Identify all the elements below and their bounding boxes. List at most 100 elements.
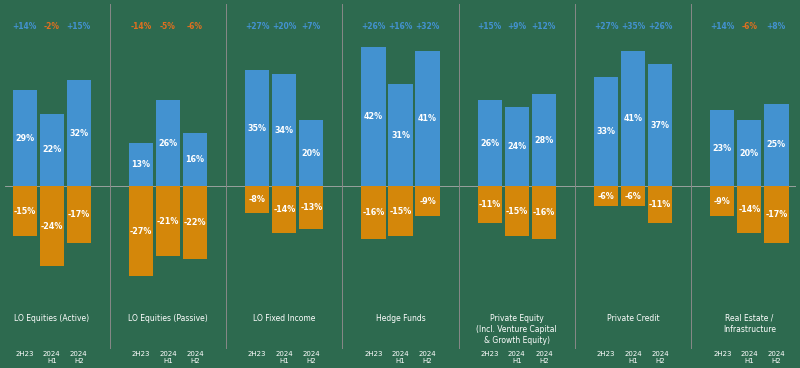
Text: 13%: 13% <box>131 160 150 169</box>
Text: 26%: 26% <box>480 139 499 148</box>
Text: -11%: -11% <box>478 200 501 209</box>
Bar <box>621 187 646 206</box>
Text: 34%: 34% <box>274 125 294 135</box>
Text: Private Equity
(Incl. Venture Capital
& Growth Equity): Private Equity (Incl. Venture Capital & … <box>477 314 557 345</box>
Text: -15%: -15% <box>390 207 412 216</box>
Text: -6%: -6% <box>187 22 203 31</box>
Bar <box>532 93 556 187</box>
Text: LO Fixed Income: LO Fixed Income <box>253 314 315 323</box>
Bar <box>737 120 762 187</box>
Text: Private Credit: Private Credit <box>606 314 659 323</box>
Bar <box>362 47 386 187</box>
Text: Real Estate /
Infrastructure: Real Estate / Infrastructure <box>723 314 776 334</box>
Text: +9%: +9% <box>507 22 526 31</box>
Text: +14%: +14% <box>710 22 734 31</box>
Bar <box>478 100 502 187</box>
Bar <box>156 187 180 256</box>
Text: +12%: +12% <box>532 22 556 31</box>
Bar <box>710 110 734 187</box>
Text: 22%: 22% <box>42 145 62 155</box>
Text: -14%: -14% <box>130 22 152 31</box>
Bar <box>66 187 91 243</box>
Bar <box>299 120 323 187</box>
Text: 31%: 31% <box>391 131 410 139</box>
Text: +15%: +15% <box>66 22 91 31</box>
Text: 16%: 16% <box>186 155 205 164</box>
Text: -16%: -16% <box>362 208 385 217</box>
Text: -15%: -15% <box>506 207 528 216</box>
Text: +27%: +27% <box>594 22 618 31</box>
Bar <box>505 107 529 187</box>
Bar <box>621 50 646 187</box>
Text: +26%: +26% <box>362 22 386 31</box>
Bar <box>13 187 37 236</box>
Text: -6%: -6% <box>625 192 642 201</box>
Text: +32%: +32% <box>415 22 440 31</box>
Text: +27%: +27% <box>245 22 270 31</box>
Bar <box>299 187 323 230</box>
Bar <box>505 187 529 236</box>
Text: 29%: 29% <box>15 134 34 143</box>
Text: -21%: -21% <box>157 217 179 226</box>
Text: +20%: +20% <box>272 22 297 31</box>
Bar <box>39 187 64 266</box>
Bar <box>183 187 207 259</box>
Text: 41%: 41% <box>623 114 642 123</box>
Text: -5%: -5% <box>160 22 176 31</box>
Text: Hedge Funds: Hedge Funds <box>376 314 426 323</box>
Text: 35%: 35% <box>248 124 266 133</box>
Text: 26%: 26% <box>158 139 178 148</box>
Bar <box>388 84 413 187</box>
Text: +7%: +7% <box>302 22 321 31</box>
Text: 32%: 32% <box>70 129 88 138</box>
Text: -14%: -14% <box>273 205 295 214</box>
Text: 24%: 24% <box>507 142 526 151</box>
Text: -17%: -17% <box>68 210 90 219</box>
Text: -14%: -14% <box>738 205 761 214</box>
Bar <box>245 70 270 187</box>
Bar <box>478 187 502 223</box>
Bar <box>66 80 91 187</box>
Text: +15%: +15% <box>478 22 502 31</box>
Bar <box>272 74 297 187</box>
Bar <box>737 187 762 233</box>
Text: -8%: -8% <box>249 195 266 204</box>
Text: +8%: +8% <box>766 22 786 31</box>
Text: -6%: -6% <box>742 22 758 31</box>
Text: -22%: -22% <box>184 218 206 227</box>
Text: -15%: -15% <box>14 207 36 216</box>
Bar <box>245 187 270 213</box>
Text: 25%: 25% <box>767 141 786 149</box>
Bar <box>594 77 618 187</box>
Bar <box>129 187 153 276</box>
Bar <box>183 133 207 187</box>
Text: 23%: 23% <box>713 144 732 153</box>
Text: +35%: +35% <box>621 22 645 31</box>
Text: +14%: +14% <box>13 22 37 31</box>
Text: -27%: -27% <box>130 227 152 236</box>
Bar <box>39 113 64 187</box>
Text: 28%: 28% <box>534 135 554 145</box>
Text: -9%: -9% <box>714 197 730 206</box>
Bar <box>648 64 672 187</box>
Bar <box>129 143 153 187</box>
Text: 37%: 37% <box>650 121 670 130</box>
Text: 20%: 20% <box>740 149 759 158</box>
Bar <box>362 187 386 240</box>
Bar <box>415 187 440 216</box>
Text: 33%: 33% <box>597 127 615 136</box>
Text: 42%: 42% <box>364 112 383 121</box>
Text: +26%: +26% <box>648 22 672 31</box>
Bar <box>764 187 789 243</box>
Text: -11%: -11% <box>649 200 671 209</box>
Bar <box>648 187 672 223</box>
Text: +16%: +16% <box>388 22 413 31</box>
Text: 41%: 41% <box>418 114 437 123</box>
Text: -17%: -17% <box>766 210 787 219</box>
Text: -13%: -13% <box>300 204 322 212</box>
Text: LO Equities (Passive): LO Equities (Passive) <box>128 314 208 323</box>
Text: -16%: -16% <box>533 208 555 217</box>
Text: 20%: 20% <box>302 149 321 158</box>
Bar <box>710 187 734 216</box>
Text: -2%: -2% <box>44 22 60 31</box>
